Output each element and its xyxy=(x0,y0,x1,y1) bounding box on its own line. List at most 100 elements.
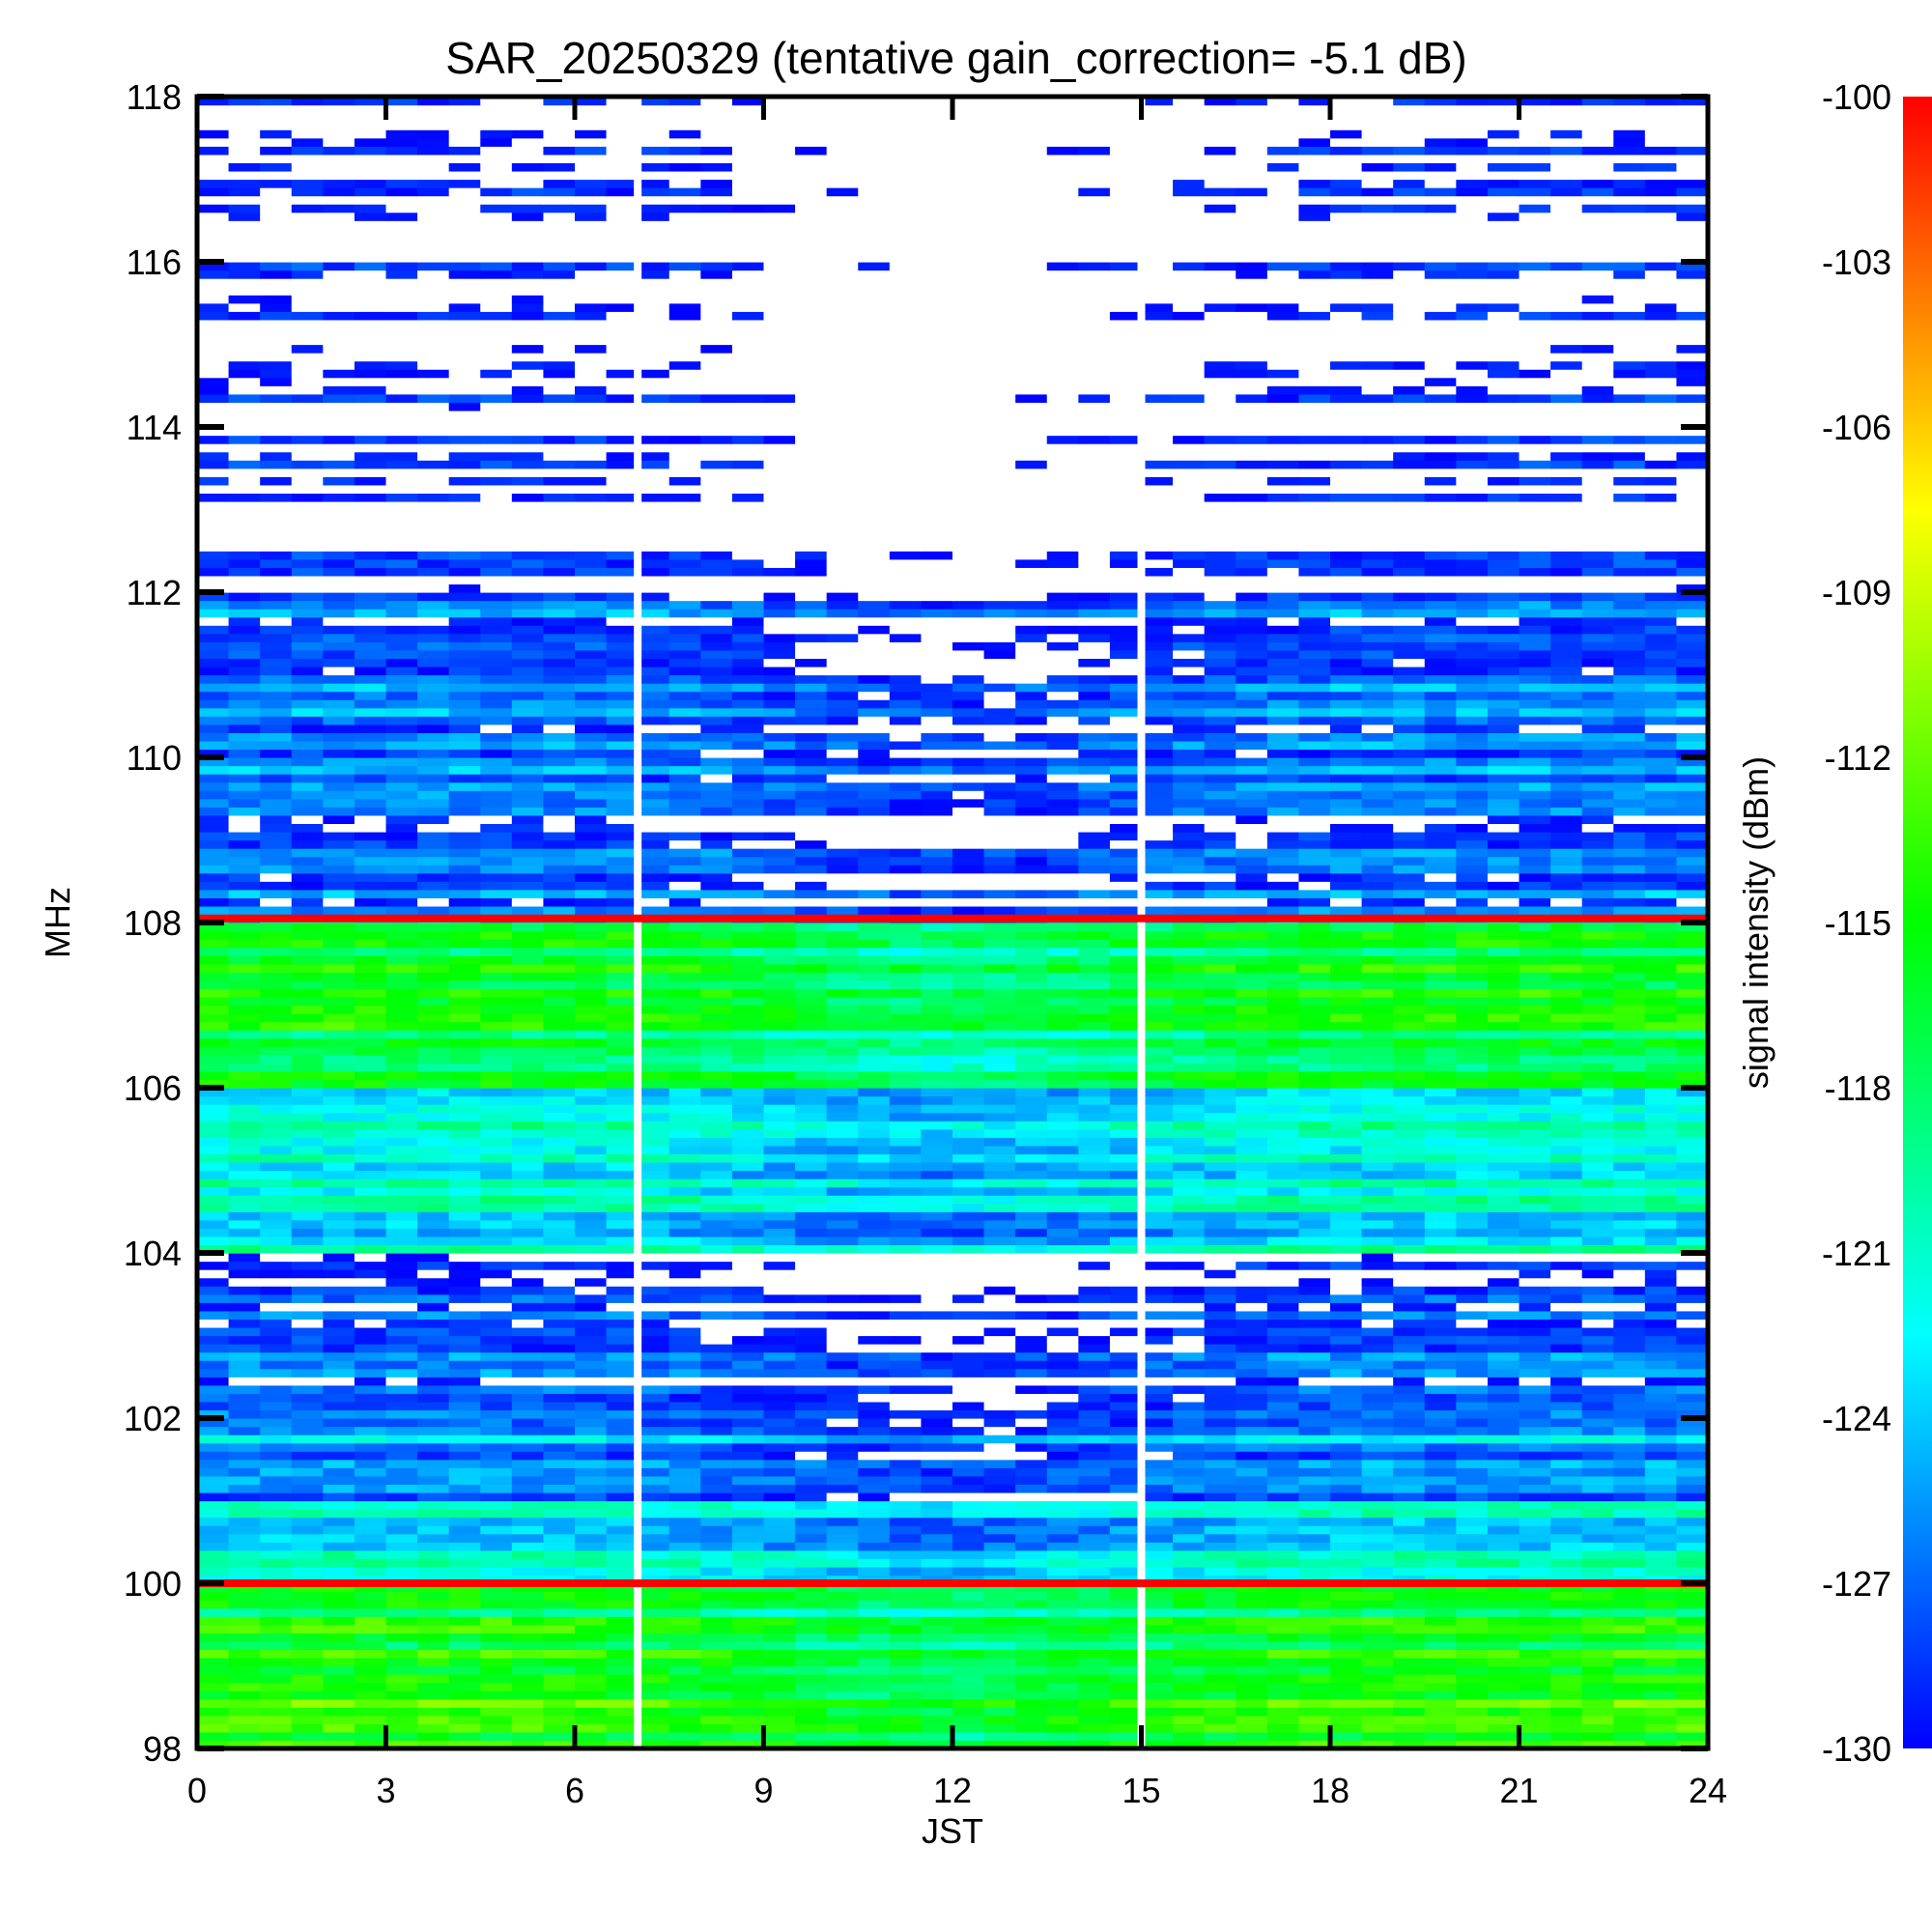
heatmap-cell xyxy=(889,963,923,973)
heatmap-cell xyxy=(1330,1401,1363,1411)
heatmap-cell xyxy=(1676,1707,1709,1717)
heatmap-cell xyxy=(1676,1384,1709,1394)
heatmap-cell xyxy=(1078,1244,1111,1254)
heatmap-cell xyxy=(1173,1583,1206,1593)
heatmap-cell xyxy=(983,1021,1016,1031)
heatmap-cell xyxy=(983,1112,1016,1122)
heatmap-cell xyxy=(1109,1616,1143,1626)
heatmap-cell xyxy=(1015,1616,1048,1626)
heatmap-cell xyxy=(858,1583,891,1593)
heatmap-cell xyxy=(575,1740,608,1749)
heatmap-cell xyxy=(858,1030,891,1039)
heatmap-cell xyxy=(1393,1583,1426,1593)
heatmap-cell xyxy=(417,1640,450,1650)
heatmap-cell xyxy=(606,930,639,940)
heatmap-cell xyxy=(889,1517,923,1526)
heatmap-cell xyxy=(448,1657,481,1667)
heatmap-cell xyxy=(1424,1013,1457,1023)
heatmap-cell xyxy=(826,1549,859,1559)
heatmap-cell xyxy=(731,1500,765,1510)
heatmap-cell xyxy=(1613,1145,1646,1154)
heatmap-cell xyxy=(1519,1310,1551,1320)
heatmap-cell xyxy=(889,1426,923,1435)
heatmap-cell xyxy=(952,972,985,981)
heatmap-cell xyxy=(731,1384,765,1394)
heatmap-cell xyxy=(1330,972,1363,981)
heatmap-cell xyxy=(575,1030,608,1039)
heatmap-cell xyxy=(763,897,796,907)
heatmap-cell xyxy=(606,1128,639,1138)
heatmap-cell xyxy=(1487,1037,1520,1047)
heatmap-cell xyxy=(1613,1525,1646,1535)
heatmap-cell xyxy=(1393,1137,1426,1147)
heatmap-cell xyxy=(448,1319,481,1328)
heatmap-cell xyxy=(1393,1393,1426,1403)
heatmap-cell xyxy=(385,1665,418,1675)
heatmap-cell xyxy=(1361,1657,1394,1667)
heatmap-cell xyxy=(197,1442,230,1452)
heatmap-cell xyxy=(197,1633,230,1642)
heatmap-cell xyxy=(1078,889,1111,898)
heatmap-cell xyxy=(952,1384,985,1394)
heatmap-cell xyxy=(1361,988,1394,998)
heatmap-cell xyxy=(1078,1549,1111,1559)
heatmap-cell xyxy=(1393,1731,1426,1742)
heatmap-cell xyxy=(385,1351,418,1361)
heatmap-cell xyxy=(1424,1286,1457,1295)
heatmap-cell xyxy=(1078,1740,1111,1749)
heatmap-cell xyxy=(731,1715,765,1724)
heatmap-cell xyxy=(575,1467,608,1477)
heatmap-cell xyxy=(1581,1467,1614,1477)
heatmap-cell xyxy=(1581,1682,1614,1691)
heatmap-cell xyxy=(700,1219,733,1229)
heatmap-cell xyxy=(1613,1616,1646,1626)
heatmap-cell xyxy=(291,1616,324,1626)
heatmap-cell xyxy=(480,1566,513,1577)
heatmap-cell xyxy=(1613,1261,1646,1270)
heatmap-cell xyxy=(323,1583,355,1593)
heatmap-cell xyxy=(1676,1203,1709,1212)
heatmap-cell xyxy=(700,1277,733,1287)
heatmap-cell xyxy=(858,1063,891,1072)
heatmap-cell xyxy=(668,1640,701,1650)
heatmap-cell xyxy=(260,1566,293,1577)
heatmap-cell xyxy=(606,1228,639,1237)
heatmap-cell xyxy=(1078,1409,1111,1419)
heatmap-cell xyxy=(291,1558,324,1568)
heatmap-cell xyxy=(700,1616,733,1626)
heatmap-cell xyxy=(668,1500,701,1510)
heatmap-cell xyxy=(1236,1459,1268,1468)
heatmap-cell xyxy=(480,1037,513,1047)
heatmap-cell xyxy=(1550,1607,1583,1617)
heatmap-cell xyxy=(763,1740,796,1749)
heatmap-cell xyxy=(858,1070,891,1081)
heatmap-cell xyxy=(448,1566,481,1577)
heatmap-cell xyxy=(921,1137,953,1147)
heatmap-cell xyxy=(480,1740,513,1749)
heatmap-cell xyxy=(260,1319,293,1328)
heatmap-cell xyxy=(1046,1104,1079,1114)
heatmap-cell xyxy=(1581,1302,1614,1312)
heatmap-cell xyxy=(1078,1121,1111,1130)
heatmap-cell xyxy=(448,1088,481,1097)
heatmap-cell xyxy=(638,1723,670,1733)
heatmap-cell xyxy=(1424,1459,1457,1468)
heatmap-cell xyxy=(606,1640,639,1650)
heatmap-cell xyxy=(1046,1707,1079,1717)
heatmap-cell xyxy=(1393,1145,1426,1154)
heatmap-cell xyxy=(197,1088,230,1097)
heatmap-cell xyxy=(1015,1112,1048,1122)
heatmap-cell xyxy=(1424,1319,1457,1328)
heatmap-cell xyxy=(1424,1542,1457,1551)
heatmap-cell xyxy=(260,1261,293,1270)
heatmap-cell xyxy=(1519,905,1551,916)
heatmap-cell xyxy=(228,1161,261,1172)
heatmap-cell xyxy=(197,1179,230,1188)
heatmap-cell xyxy=(1581,1640,1614,1650)
heatmap-cell xyxy=(1613,1542,1646,1551)
heatmap-cell xyxy=(1393,1021,1426,1031)
heatmap-cell xyxy=(1046,1517,1079,1526)
heatmap-cell xyxy=(291,1368,324,1378)
heatmap-cell xyxy=(260,1384,293,1394)
heatmap-cell xyxy=(1519,947,1551,956)
